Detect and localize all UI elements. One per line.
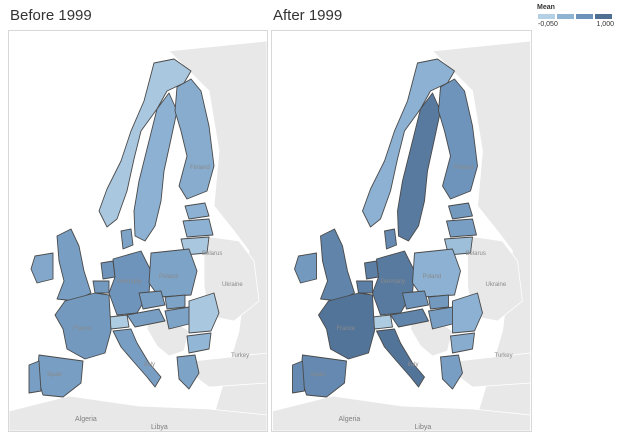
map-before-1999[interactable]: Finland Poland Belarus Ukraine Germany F…	[8, 30, 268, 432]
label-turkey: Turkey	[495, 353, 513, 359]
label-italy: Italy	[408, 362, 419, 368]
country-netherlands[interactable]	[364, 260, 379, 280]
russia-land	[431, 40, 531, 431]
label-ukraine: Ukraine	[486, 282, 507, 288]
label-france: France	[337, 326, 356, 332]
country-greece[interactable]	[176, 354, 200, 390]
country-ireland[interactable]	[294, 252, 317, 284]
russia-land	[168, 40, 267, 431]
country-estonia[interactable]	[184, 202, 210, 220]
country-uk[interactable]	[56, 228, 92, 302]
country-norway[interactable]	[98, 58, 192, 228]
country-portugal[interactable]	[28, 360, 42, 394]
label-ukraine: Ukraine	[222, 282, 243, 288]
label-france: France	[73, 326, 92, 332]
country-slovakia[interactable]	[164, 294, 186, 310]
country-belgium[interactable]	[356, 280, 373, 294]
legend-swatch-3	[575, 13, 594, 20]
country-ireland[interactable]	[30, 252, 54, 284]
label-algeria: Algeria	[75, 416, 97, 423]
country-latvia[interactable]	[182, 218, 214, 238]
legend-min-label: -0,050	[538, 21, 558, 28]
panel-title-after: After 1999	[273, 7, 343, 24]
label-spain: Spain	[311, 372, 326, 378]
country-romania[interactable]	[452, 292, 483, 334]
legend-max-label: 1,000	[596, 21, 614, 28]
label-algeria: Algeria	[339, 416, 361, 423]
country-poland[interactable]	[412, 248, 461, 298]
north-africa-land	[9, 395, 267, 431]
legend-swatch-4	[594, 13, 613, 20]
country-finland[interactable]	[174, 78, 215, 200]
label-poland: Poland	[423, 274, 442, 280]
label-germany: Germany	[381, 279, 406, 285]
country-latvia[interactable]	[446, 218, 477, 238]
country-greece[interactable]	[440, 354, 463, 390]
map-svg-before: Finland Poland Belarus Ukraine Germany F…	[9, 31, 267, 431]
country-switzerland[interactable]	[372, 314, 393, 330]
country-czech[interactable]	[138, 290, 166, 310]
label-libya: Libya	[151, 424, 168, 431]
label-germany: Germany	[117, 279, 142, 285]
country-bulgaria[interactable]	[186, 332, 212, 354]
label-belarus: Belarus	[466, 251, 486, 257]
country-italy[interactable]	[376, 328, 425, 388]
country-finland[interactable]	[438, 78, 478, 200]
country-belgium[interactable]	[92, 280, 110, 294]
country-italy[interactable]	[112, 328, 162, 388]
panel-title-before: Before 1999	[10, 7, 92, 24]
country-switzerland[interactable]	[108, 314, 130, 330]
legend-title: Mean	[537, 4, 555, 11]
country-austria[interactable]	[126, 308, 166, 328]
label-finland: Finland	[190, 165, 210, 171]
map-after-1999[interactable]: Finland Poland Belarus Ukraine Germany F…	[271, 30, 532, 432]
label-libya: Libya	[415, 424, 432, 431]
country-france[interactable]	[318, 292, 375, 360]
country-czech[interactable]	[402, 290, 429, 310]
color-legend[interactable]: Mean -0,050 1,000	[537, 4, 617, 30]
map-svg-after: Finland Poland Belarus Ukraine Germany F…	[272, 31, 531, 431]
country-denmark[interactable]	[120, 228, 134, 250]
label-spain: Spain	[47, 372, 62, 378]
north-africa-land	[272, 395, 531, 431]
legend-swatch-2	[556, 13, 575, 20]
legend-color-ramp	[537, 13, 617, 20]
country-romania[interactable]	[188, 292, 220, 334]
country-estonia[interactable]	[448, 202, 473, 220]
country-norway[interactable]	[362, 58, 455, 228]
country-portugal[interactable]	[292, 360, 305, 394]
label-belarus: Belarus	[202, 251, 222, 257]
belarus-ukraine-land	[203, 235, 260, 322]
legend-swatch-1	[537, 13, 556, 20]
belarus-ukraine-land	[467, 235, 523, 322]
label-turkey: Turkey	[231, 353, 249, 359]
country-denmark[interactable]	[384, 228, 397, 250]
country-uk[interactable]	[320, 228, 355, 302]
country-bulgaria[interactable]	[450, 332, 475, 354]
country-austria[interactable]	[390, 308, 429, 328]
country-france[interactable]	[54, 292, 112, 360]
country-netherlands[interactable]	[100, 260, 116, 280]
label-poland: Poland	[159, 274, 178, 280]
label-finland: Finland	[454, 165, 474, 171]
country-slovakia[interactable]	[428, 294, 449, 310]
label-italy: Italy	[144, 362, 155, 368]
country-poland[interactable]	[148, 248, 198, 298]
